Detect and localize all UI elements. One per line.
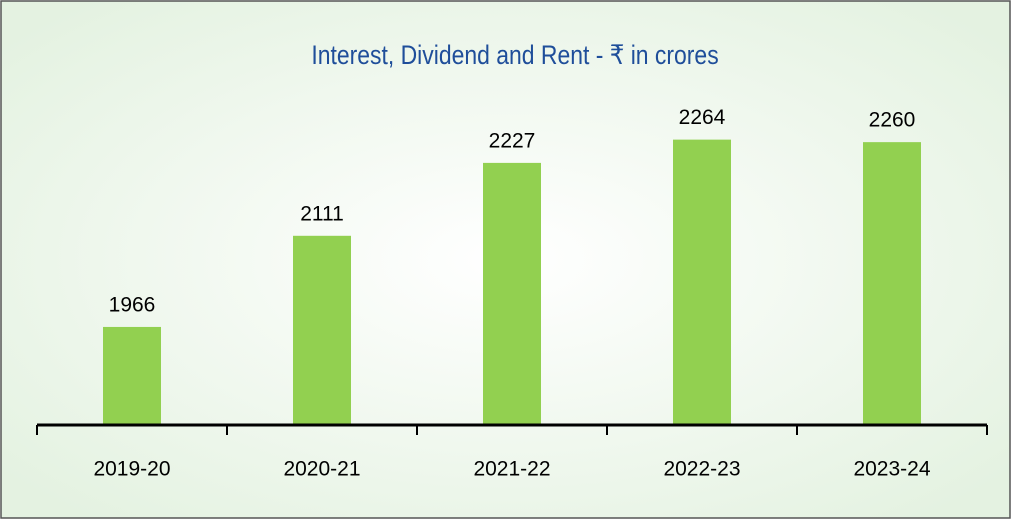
x-tick-label: 2022-23: [663, 458, 740, 481]
bar: [863, 142, 921, 425]
data-label: 1966: [109, 293, 156, 316]
x-tick-label: 2020-21: [283, 458, 360, 481]
x-tick-label: 2019-20: [93, 458, 170, 481]
x-tick-label: 2023-24: [853, 458, 930, 481]
bar: [673, 139, 731, 425]
bar: [483, 162, 541, 425]
data-label: 2111: [300, 202, 344, 225]
data-label: 2260: [869, 109, 916, 132]
bar: [103, 326, 161, 425]
data-label: 2227: [489, 129, 536, 152]
chart-title: Interest, Dividend and Rent - ₹ in crore…: [311, 40, 718, 70]
data-label: 2264: [679, 106, 726, 129]
x-tick-label: 2021-22: [473, 458, 550, 481]
bar: [293, 235, 351, 425]
